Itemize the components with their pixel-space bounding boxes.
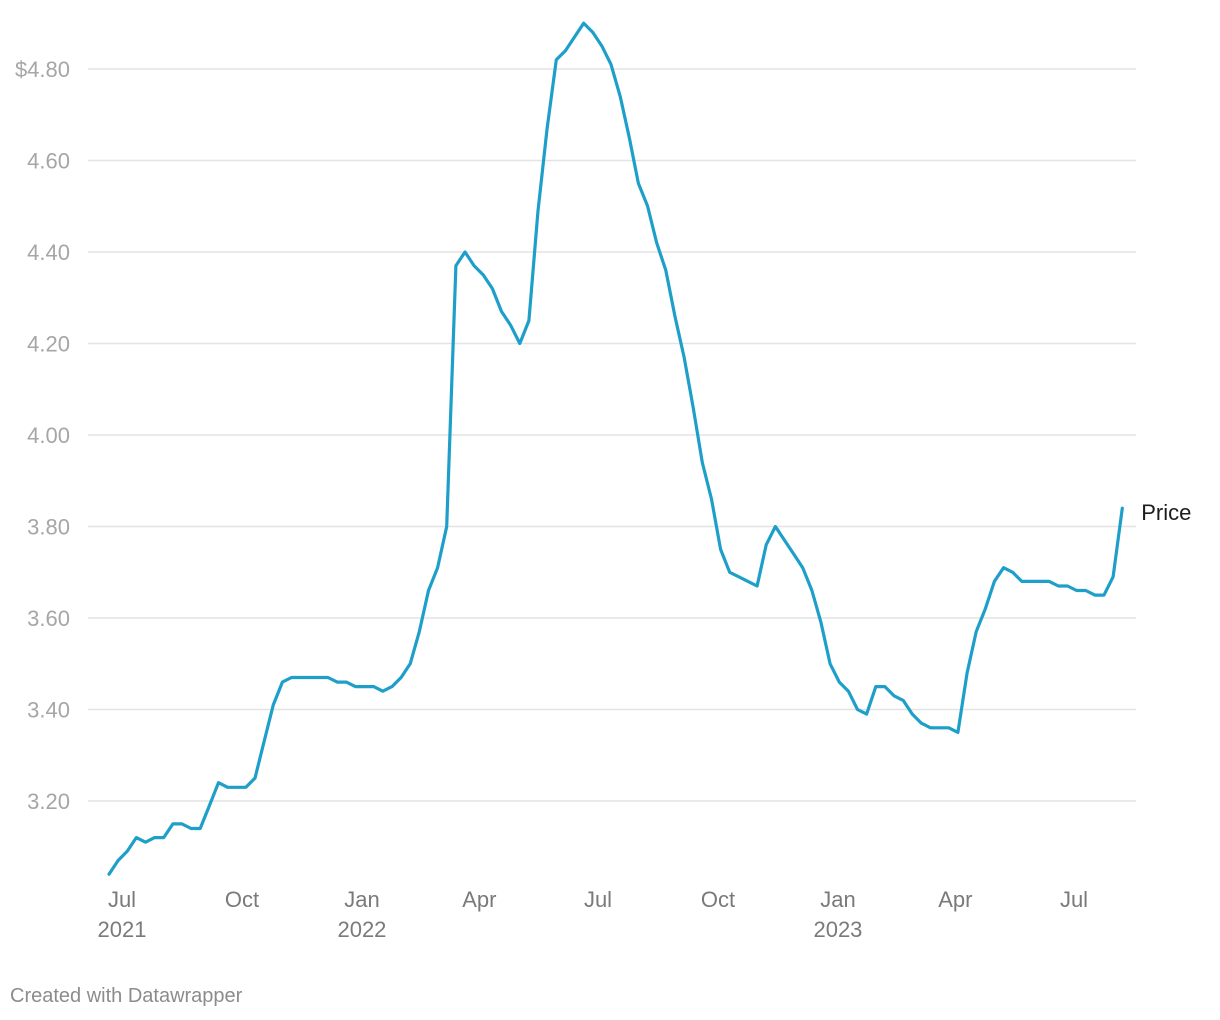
x-tick-label-0: Jul	[108, 887, 136, 912]
gridlines	[88, 68, 1136, 802]
y-axis: 3.20 3.40 3.60 3.80 4.00 4.20 4.40 4.60 $4.80	[15, 57, 70, 814]
x-axis: Jul 2021 Oct Jan 2022 Apr Jul Oct Jan 2023 Apr Jul	[98, 887, 1089, 942]
x-tick-label-5: Oct	[701, 887, 735, 912]
y-tick-label-7: 4.60	[27, 149, 70, 174]
series-line-0	[107, 21, 1124, 876]
y-tick-label-0: 3.20	[27, 789, 70, 814]
y-tick-label-3: 3.80	[27, 515, 70, 540]
y-tick-label-6: 4.40	[27, 240, 70, 265]
x-tick-label-3: Apr	[462, 887, 496, 912]
y-tick-label-8: $4.80	[15, 57, 70, 82]
series-label-0: Price	[1141, 500, 1191, 525]
y-tick-label-4: 4.00	[27, 423, 70, 448]
x-tick-year-2: 2022	[337, 917, 386, 942]
x-tick-label-2: Jan	[344, 887, 379, 912]
x-tick-label-1: Oct	[225, 887, 259, 912]
datawrapper-credit: Created with Datawrapper	[10, 985, 243, 1007]
x-tick-year-6: 2023	[813, 917, 862, 942]
y-tick-label-5: 4.20	[27, 332, 70, 357]
series-layer: Price	[107, 21, 1191, 876]
x-tick-label-6: Jan	[820, 887, 855, 912]
x-tick-label-7: Apr	[938, 887, 972, 912]
y-tick-label-1: 3.40	[27, 698, 70, 723]
x-tick-year-0: 2021	[98, 917, 147, 942]
y-tick-label-2: 3.60	[27, 606, 70, 631]
x-tick-label-4: Jul	[584, 887, 612, 912]
x-tick-label-8: Jul	[1060, 887, 1088, 912]
line-chart: 3.20 3.40 3.60 3.80 4.00 4.20 4.40 4.60 $4.80 Ju…	[15, 21, 1191, 942]
